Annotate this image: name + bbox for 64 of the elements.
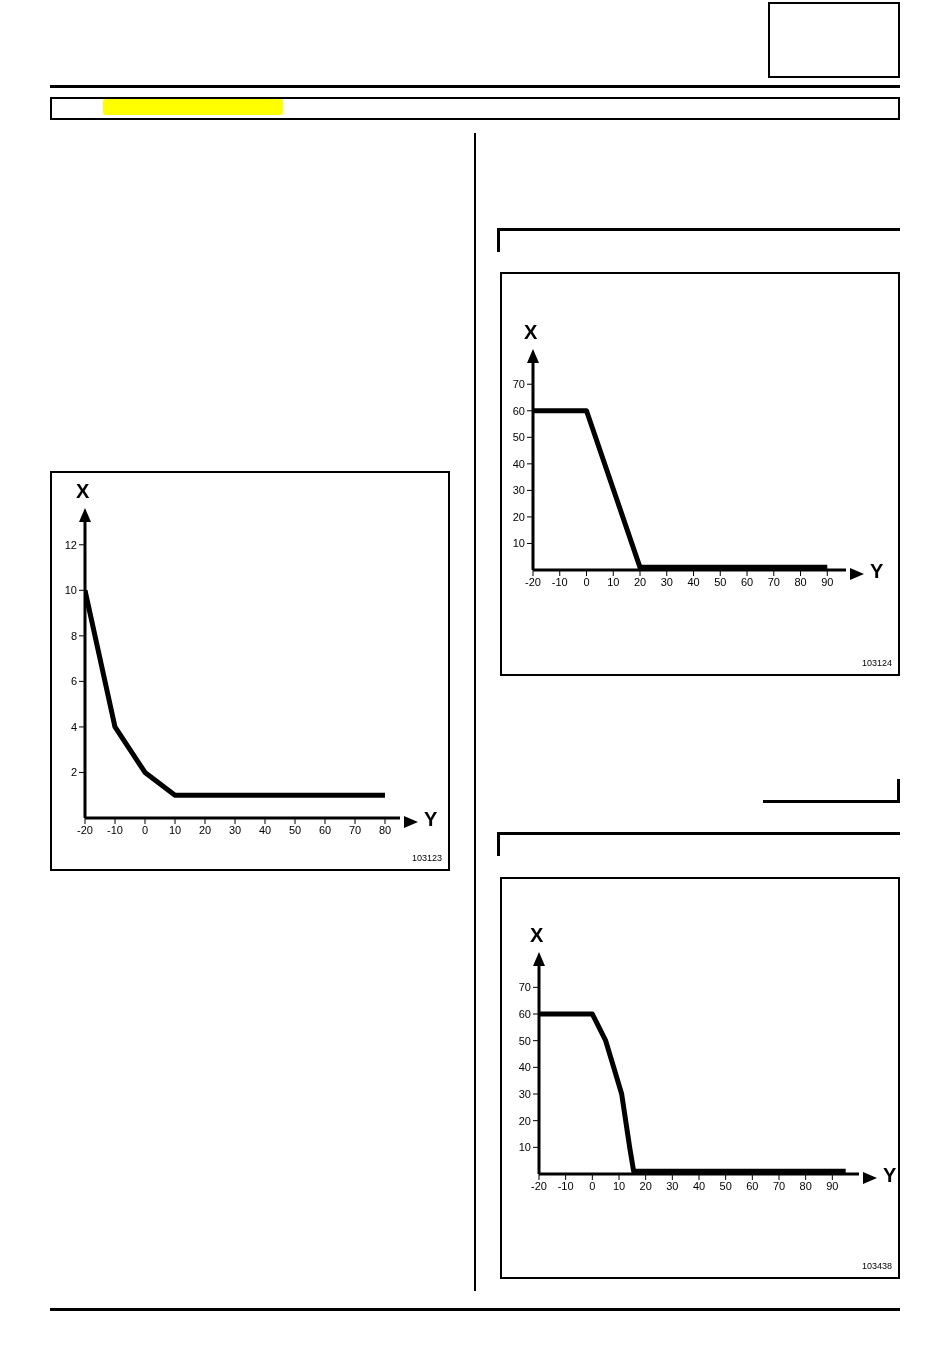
text: 103124 bbox=[861, 658, 892, 668]
y-tick-label: 10 bbox=[512, 537, 525, 550]
x-tick-label: 90 bbox=[826, 1179, 839, 1192]
x-tick-label: 60 bbox=[746, 1179, 759, 1192]
y-tick-label: 4 bbox=[70, 720, 77, 733]
y-tick-label: 6 bbox=[70, 675, 77, 688]
y-tick-label: 8 bbox=[70, 629, 77, 642]
x-tick-label: 20 bbox=[198, 823, 212, 836]
x-tick-label: -10 bbox=[551, 575, 568, 588]
y-tick-label: 12 bbox=[64, 538, 77, 551]
text: 103123 bbox=[411, 853, 442, 863]
x-tick-label: 80 bbox=[794, 575, 807, 588]
y-tick-label: 2 bbox=[70, 766, 77, 779]
x-tick-label: 30 bbox=[666, 1179, 679, 1192]
y-axis-title: X bbox=[524, 321, 538, 344]
x-tick-label: 0 bbox=[583, 575, 590, 588]
x-tick-label: 60 bbox=[318, 823, 332, 836]
y-tick-label: 50 bbox=[518, 1034, 531, 1047]
x-tick-label: 50 bbox=[288, 823, 302, 836]
y-tick-label: 20 bbox=[512, 510, 525, 523]
text: 103438 bbox=[861, 1261, 892, 1271]
x-tick-label: 50 bbox=[719, 1179, 732, 1192]
y-axis-title: X bbox=[530, 924, 544, 947]
y-tick-label: 10 bbox=[518, 1141, 531, 1154]
y-tick-label: 40 bbox=[512, 457, 525, 470]
x-tick-label: 20 bbox=[639, 1179, 652, 1192]
y-tick-label: 50 bbox=[512, 431, 525, 444]
x-tick-label: 10 bbox=[168, 823, 182, 836]
x-tick-label: 80 bbox=[799, 1179, 812, 1192]
x-tick-label: 30 bbox=[228, 823, 242, 836]
x-tick-label: 70 bbox=[767, 575, 780, 588]
x-tick-label: -20 bbox=[77, 823, 93, 836]
x-tick-label: 70 bbox=[772, 1179, 786, 1192]
x-tick-label: 10 bbox=[612, 1179, 626, 1192]
x-tick-label: 20 bbox=[633, 575, 647, 588]
x-tick-label: -10 bbox=[557, 1179, 574, 1192]
x-tick-label: 10 bbox=[607, 575, 620, 588]
x-axis-title: Y bbox=[883, 1164, 897, 1187]
x-tick-label: 70 bbox=[348, 823, 362, 836]
x-tick-label: 80 bbox=[378, 823, 392, 836]
x-axis-title: Y bbox=[870, 560, 884, 583]
y-tick-label: 20 bbox=[518, 1114, 531, 1127]
y-tick-label: 60 bbox=[512, 404, 525, 417]
y-tick-label: 10 bbox=[64, 584, 77, 597]
x-tick-label: 40 bbox=[258, 823, 272, 836]
x-tick-label: -20 bbox=[525, 575, 541, 588]
x-tick-label: 0 bbox=[589, 1179, 596, 1192]
x-tick-label: 50 bbox=[714, 575, 727, 588]
y-tick-label: 30 bbox=[512, 484, 525, 497]
x-axis-title: Y bbox=[424, 808, 438, 831]
x-tick-label: 90 bbox=[821, 575, 834, 588]
x-tick-label: 30 bbox=[660, 575, 673, 588]
x-tick-label: -20 bbox=[531, 1179, 547, 1192]
y-tick-label: 70 bbox=[518, 981, 531, 994]
y-tick-label: 60 bbox=[518, 1007, 531, 1020]
y-tick-label: 30 bbox=[518, 1087, 531, 1100]
y-axis-title: X bbox=[76, 480, 90, 503]
x-tick-label: 60 bbox=[740, 575, 754, 588]
x-tick-label: 40 bbox=[687, 575, 700, 588]
x-tick-label: -10 bbox=[107, 823, 123, 836]
y-tick-label: 70 bbox=[512, 378, 525, 391]
x-tick-label: 40 bbox=[692, 1179, 706, 1192]
x-tick-label: 0 bbox=[141, 823, 149, 836]
y-tick-label: 40 bbox=[518, 1061, 531, 1074]
